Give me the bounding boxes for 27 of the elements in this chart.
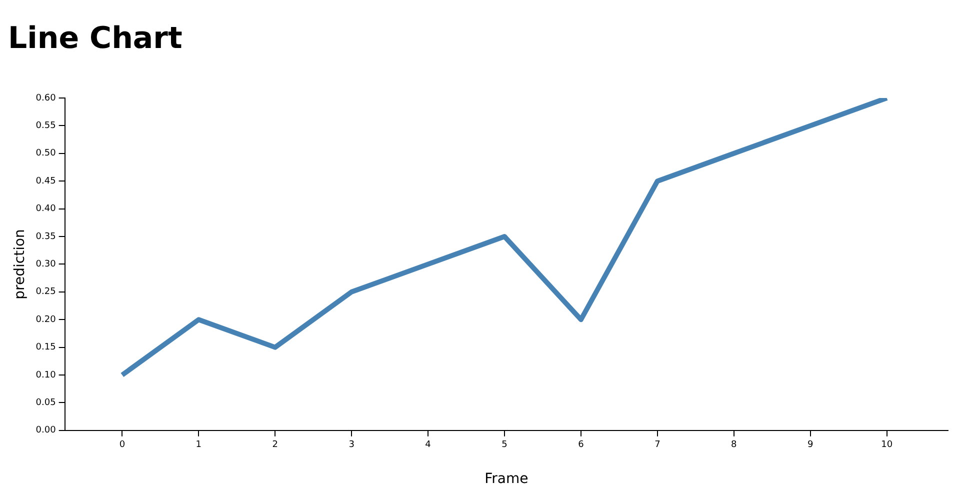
y-tick-label: 0.40	[36, 204, 56, 214]
x-tick-label: 6	[578, 440, 584, 450]
y-tick-label: 0.35	[36, 232, 56, 242]
y-tick-label: 0.10	[36, 370, 56, 380]
y-tick-label: 0.00	[36, 426, 56, 436]
y-tick-label: 0.25	[36, 287, 56, 298]
y-tick-label: 0.05	[36, 398, 56, 408]
x-tick-label: 5	[502, 440, 508, 450]
y-tick-label: 0.45	[36, 176, 56, 186]
x-tick-label: 10	[881, 440, 893, 450]
x-tick-label: 1	[196, 440, 202, 450]
y-tick-label: 0.55	[36, 121, 56, 132]
y-tick-label: 0.15	[36, 342, 56, 353]
x-tick-label: 2	[272, 440, 278, 450]
y-tick-label: 0.60	[36, 93, 56, 104]
x-tick-label: 4	[425, 440, 432, 450]
x-tick-label: 7	[654, 440, 660, 450]
chart-title: Line Chart	[8, 20, 182, 56]
x-tick-label: 8	[731, 440, 738, 450]
y-tick-label: 0.30	[36, 260, 56, 270]
y-tick-label: 0.20	[36, 314, 56, 325]
y-tick-label: 0.50	[36, 148, 56, 159]
x-axis-title: Frame	[484, 471, 528, 488]
x-tick-label: 3	[348, 440, 354, 450]
x-tick-label: 0	[119, 440, 126, 450]
x-tick-label: 9	[807, 440, 814, 450]
y-axis-title: prediction	[12, 229, 28, 300]
